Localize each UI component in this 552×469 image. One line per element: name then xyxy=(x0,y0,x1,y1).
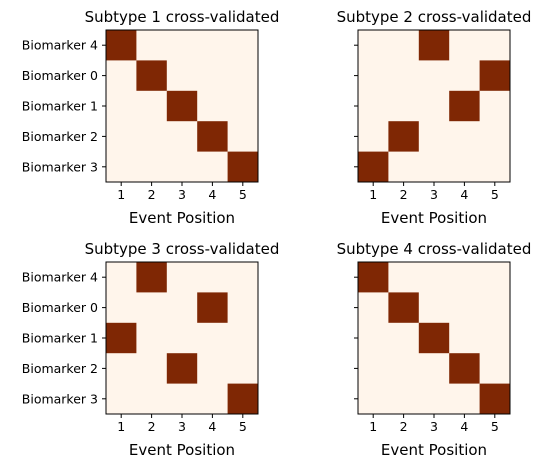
x-tick-label: 2 xyxy=(148,419,156,434)
x-tick-label: 2 xyxy=(400,419,408,434)
x-tick-label: 5 xyxy=(239,187,247,202)
heatmap-cell xyxy=(388,121,419,152)
x-axis-label: Event Position xyxy=(381,209,487,227)
x-tick-label: 4 xyxy=(208,187,216,202)
heatmap-cell xyxy=(418,30,450,61)
heatmap-cell xyxy=(106,322,137,354)
x-tick-label: 3 xyxy=(430,187,438,202)
x-tick-label: 3 xyxy=(430,419,438,434)
heatmap-panel-2: Subtype 2 cross-validated 1 2 3 4 5 Event Posi… xyxy=(337,8,532,227)
x-axis-label: Event Position xyxy=(129,441,235,459)
x-tick-label: 3 xyxy=(178,187,186,202)
panel-title: Subtype 3 cross-validated xyxy=(85,240,280,258)
heatmap-cell xyxy=(358,262,389,293)
heatmap-cell xyxy=(358,151,389,182)
x-tick-label: 2 xyxy=(400,187,408,202)
heatmap-panel-3: Subtype 3 cross-validated 1 2 3 4 5 Biomarker … xyxy=(22,240,280,459)
y-tick-label: Biomarker 0 xyxy=(22,300,98,315)
heatmap-cell xyxy=(479,60,510,91)
heatmap-cell xyxy=(166,353,198,384)
heatmap-panel-4: Subtype 4 cross-validated 1 2 3 4 5 Event Posi… xyxy=(337,240,532,459)
x-tick-label: 5 xyxy=(491,419,499,434)
heatmap-cell xyxy=(166,90,198,122)
heatmap-cell xyxy=(106,30,137,61)
heatmap-cell xyxy=(136,262,167,293)
heatmap-cell xyxy=(418,322,450,354)
panel-title: Subtype 1 cross-validated xyxy=(85,8,280,26)
heatmap-cell xyxy=(449,90,480,122)
x-tick-label: 5 xyxy=(491,187,499,202)
x-tick-label: 4 xyxy=(208,419,216,434)
x-axis-label: Event Position xyxy=(381,441,487,459)
x-tick-label: 1 xyxy=(369,419,377,434)
heatmap-cell xyxy=(197,121,228,152)
y-tick-label: Biomarker 1 xyxy=(22,331,98,346)
y-tick-label: Biomarker 3 xyxy=(22,159,98,174)
y-tick-label: Biomarker 0 xyxy=(22,68,98,83)
x-tick-label: 1 xyxy=(369,187,377,202)
x-tick-label: 4 xyxy=(460,419,468,434)
x-axis-label: Event Position xyxy=(129,209,235,227)
heatmap-cell xyxy=(479,383,510,414)
y-tick-label: Biomarker 3 xyxy=(22,391,98,406)
x-tick-label: 1 xyxy=(117,187,125,202)
y-tick-label: Biomarker 2 xyxy=(22,129,98,144)
y-tick-label: Biomarker 4 xyxy=(22,270,98,285)
x-tick-label: 5 xyxy=(239,419,247,434)
x-tick-label: 4 xyxy=(460,187,468,202)
heatmap-cell xyxy=(136,60,167,91)
y-tick-label: Biomarker 1 xyxy=(22,99,98,114)
x-tick-label: 1 xyxy=(117,419,125,434)
heatmap-cell xyxy=(388,292,419,323)
y-tick-label: Biomarker 2 xyxy=(22,361,98,376)
panel-title: Subtype 4 cross-validated xyxy=(337,240,532,258)
y-tick-label: Biomarker 4 xyxy=(22,38,98,53)
heatmap-cell xyxy=(449,353,480,384)
panel-title: Subtype 2 cross-validated xyxy=(337,8,532,26)
heatmap-cell xyxy=(197,292,228,323)
heatmap-panel-1: Subtype 1 cross-validated 1 2 3 4 5 Biomarker … xyxy=(22,8,280,227)
x-tick-label: 2 xyxy=(148,187,156,202)
heatmap-cell xyxy=(227,151,258,182)
heatmap-cell xyxy=(227,383,258,414)
x-tick-label: 3 xyxy=(178,419,186,434)
